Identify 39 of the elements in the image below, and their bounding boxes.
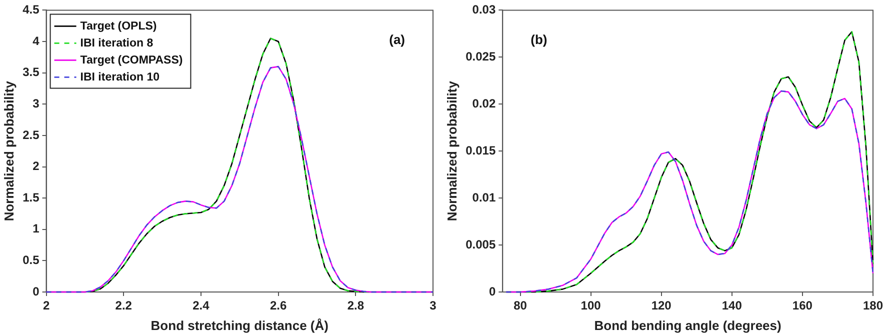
y-tick-label: 0.01 <box>472 190 496 204</box>
legend-label: IBI iteration 10 <box>80 71 160 84</box>
y-tick-label: 0.5 <box>22 253 40 267</box>
y-tick-label: 0.025 <box>466 49 496 64</box>
annotation: (b) <box>530 32 548 47</box>
x-tick-label: 2.6 <box>270 298 287 313</box>
y-tick-label: 3.5 <box>22 65 40 80</box>
x-axis-title: Bond bending angle (degrees) <box>594 318 782 333</box>
y-tick-label: 2.5 <box>22 128 40 142</box>
x-tick-label: 140 <box>722 298 742 313</box>
x-axis-title: Bond stretching distance (Å) <box>150 318 328 333</box>
y-tick-label: 0.02 <box>472 96 496 110</box>
y-tick-label: 0.015 <box>466 143 496 158</box>
x-tick-label: 100 <box>580 298 602 313</box>
y-tick-label: 1.5 <box>22 190 40 204</box>
annotation: (a) <box>389 32 405 47</box>
x-tick-label: 3 <box>430 298 437 313</box>
y-tick-label: 4 <box>32 34 40 48</box>
y-tick-label: 4.5 <box>22 2 40 17</box>
y-tick-label: 0.03 <box>472 2 496 17</box>
x-tick-label: 160 <box>792 298 813 313</box>
x-tick-label: 2.4 <box>192 298 210 313</box>
x-tick-label: 2.2 <box>115 298 132 313</box>
y-tick-label: 1 <box>32 222 40 236</box>
y-axis-title: Normalized probability <box>444 80 460 222</box>
x-tick-label: 2 <box>42 298 50 313</box>
x-tick-label: 2.8 <box>347 298 364 313</box>
legend-label: Target (COMPASS) <box>80 54 183 66</box>
y-tick-label: 0 <box>32 284 40 298</box>
x-tick-label: 80 <box>514 298 528 313</box>
x-tick-label: 180 <box>862 298 884 313</box>
y-tick-label: 0.005 <box>466 237 496 252</box>
y-tick-label: 2 <box>32 159 40 174</box>
legend-label: IBI iteration 8 <box>80 37 154 50</box>
legend-label: Target (OPLS) <box>80 20 157 32</box>
x-tick-label: 120 <box>651 298 672 313</box>
y-tick-label: 0 <box>488 284 496 298</box>
y-axis-title: Normalized probability <box>1 80 16 222</box>
y-tick-label: 3 <box>32 96 40 110</box>
